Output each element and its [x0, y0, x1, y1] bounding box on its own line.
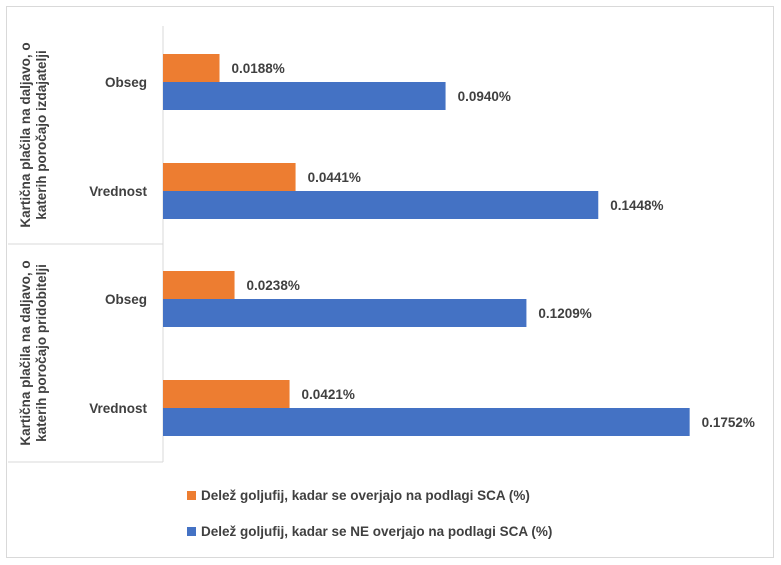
category-label: Vrednost	[89, 401, 147, 416]
data-label: 0.0188%	[232, 61, 285, 76]
group-label-2: Kartična plačila na daljavo, okaterih po…	[18, 260, 49, 445]
bar-sca	[163, 271, 235, 299]
legend-swatch	[187, 527, 196, 536]
legend-swatch	[187, 491, 196, 500]
group-label-line: katerih poročajo pridobitelji	[34, 264, 49, 442]
bar-non-sca	[163, 408, 690, 436]
category-label: Obseg	[105, 75, 147, 90]
bar-sca	[163, 163, 296, 191]
category-label: Vrednost	[89, 184, 147, 199]
bar-non-sca	[163, 299, 527, 327]
category-label: Obseg	[105, 292, 147, 307]
bar-sca	[163, 54, 220, 82]
bar-non-sca	[163, 82, 446, 110]
data-label: 0.0238%	[247, 278, 300, 293]
bar-non-sca	[163, 191, 599, 219]
data-label: 0.1752%	[702, 415, 755, 430]
group-label-1: Kartična plačila na daljavo, okaterih po…	[18, 42, 49, 227]
group-label-line: katerih poročajo izdajatelji	[34, 50, 49, 220]
data-label: 0.0421%	[302, 387, 355, 402]
data-label: 0.1448%	[610, 198, 663, 213]
data-label: 0.0940%	[458, 89, 511, 104]
legend-label: Delež goljufij, kadar se NE overjajo na …	[201, 524, 552, 539]
legend-label: Delež goljufij, kadar se overjajo na pod…	[201, 488, 530, 503]
group-label-line: Kartična plačila na daljavo, o	[18, 260, 33, 445]
data-label: 0.0441%	[308, 170, 361, 185]
data-label: 0.1209%	[538, 306, 591, 321]
group-label-line: Kartična plačila na daljavo, o	[18, 42, 33, 227]
bar-sca	[163, 380, 290, 408]
